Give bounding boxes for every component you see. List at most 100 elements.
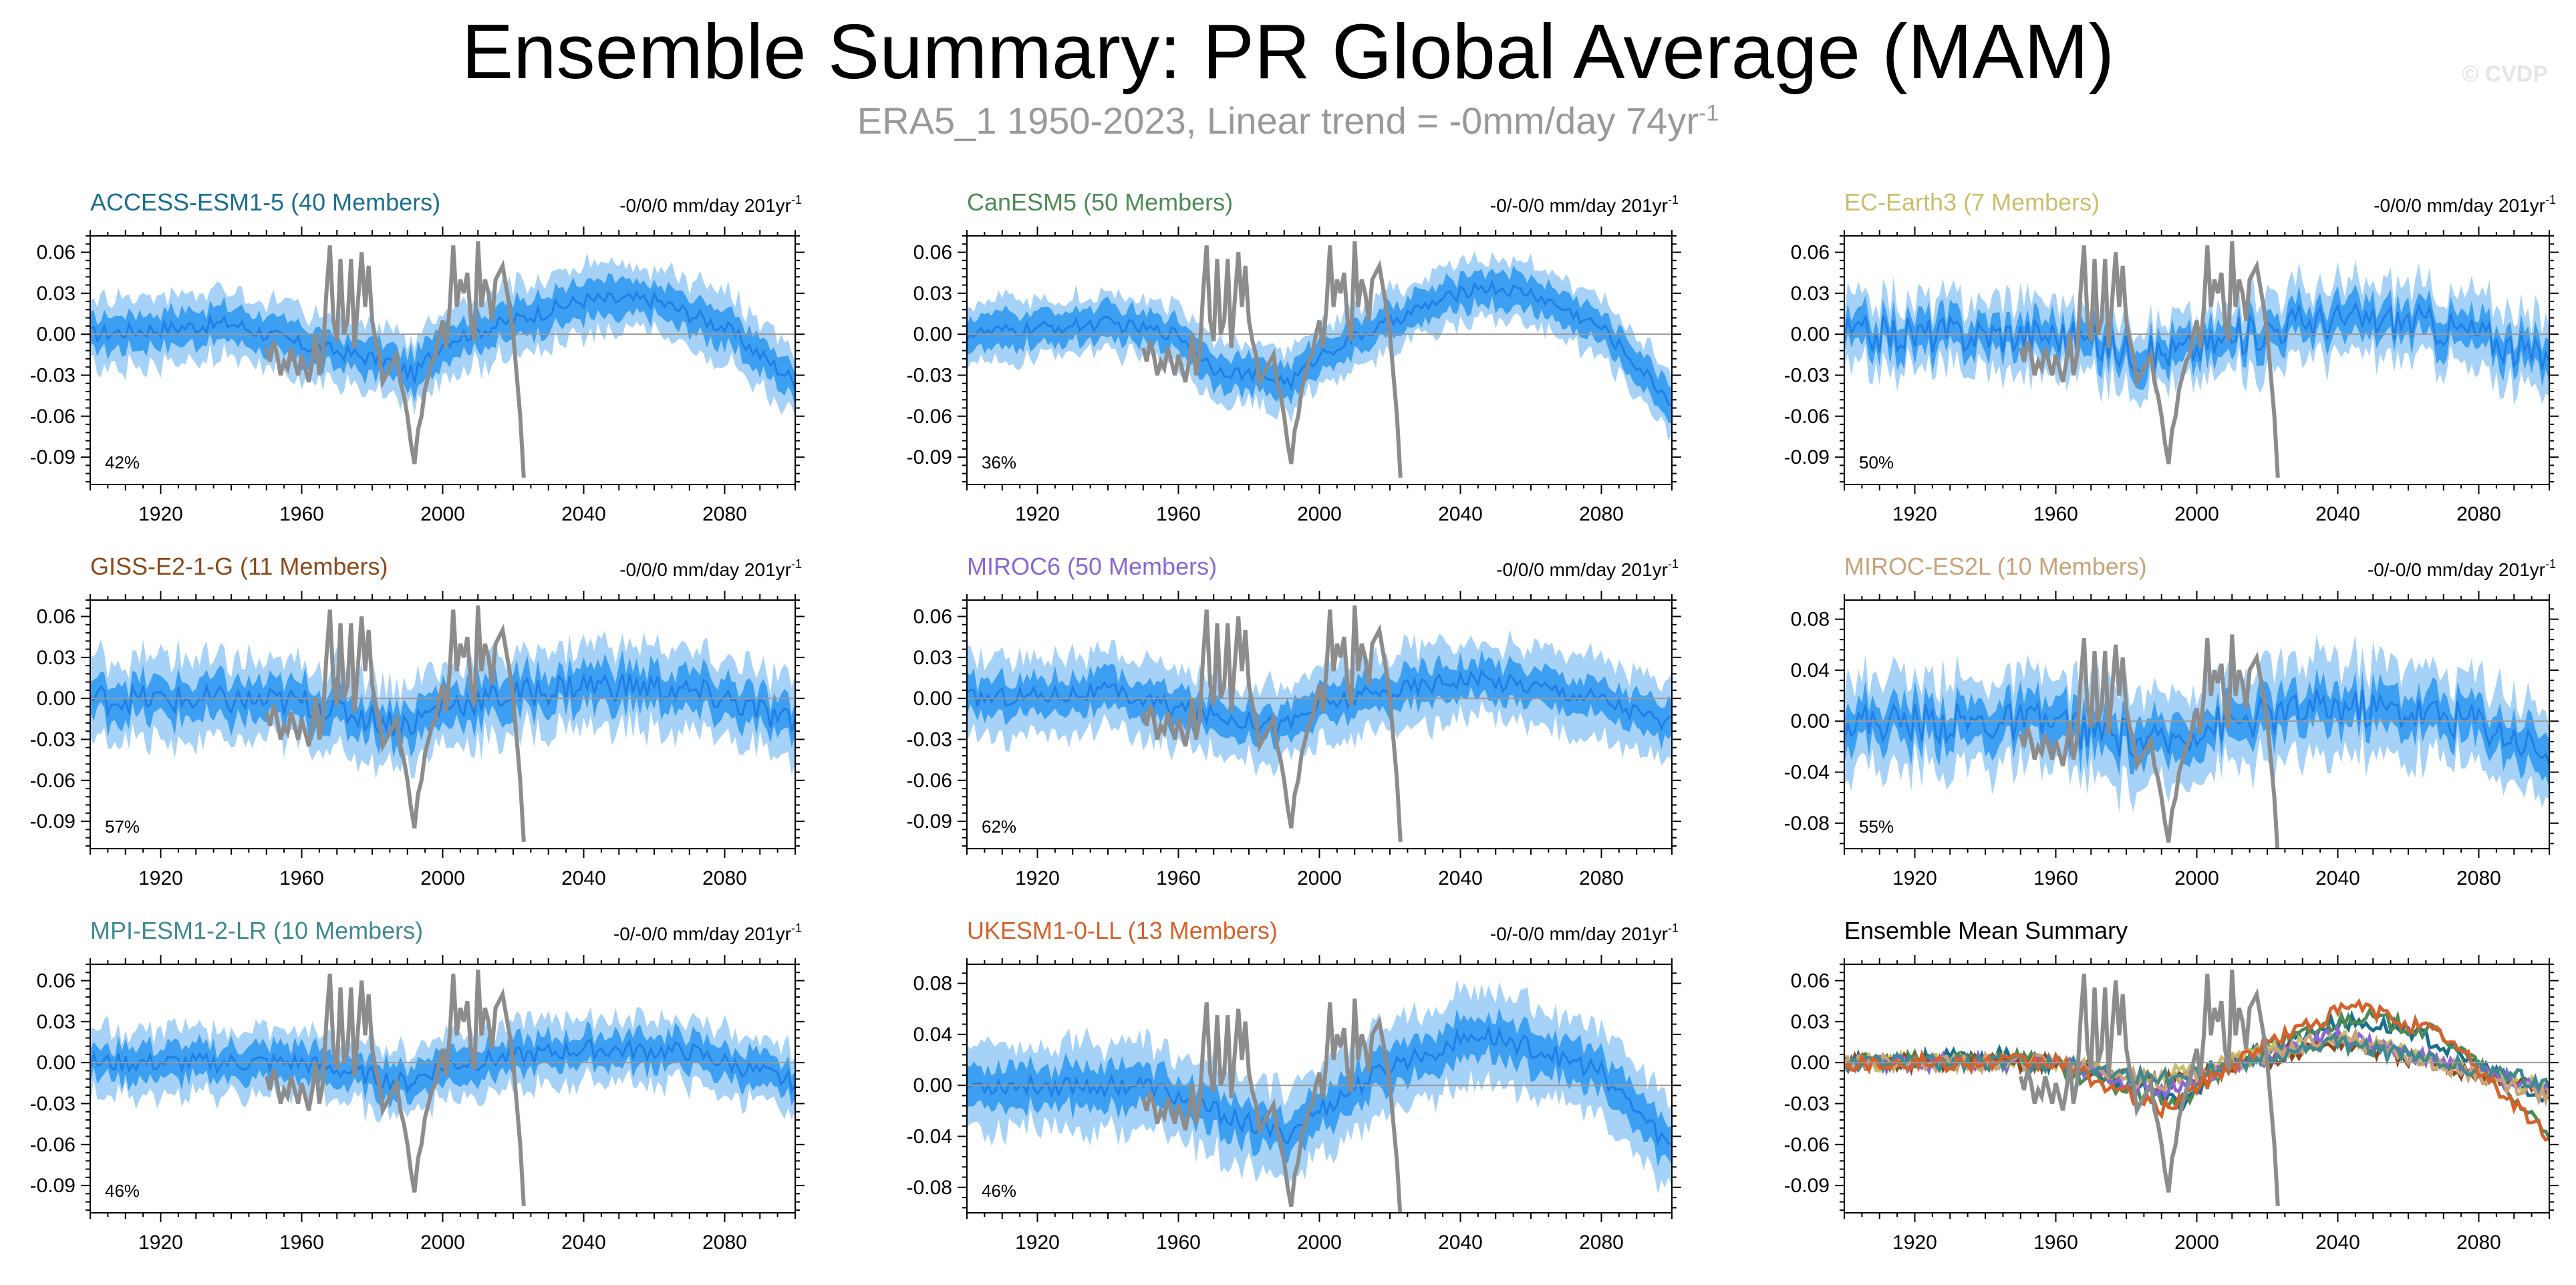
y-tick-label: 0.00 (37, 323, 76, 345)
x-tick-label: 1920 (1015, 1232, 1060, 1254)
subtitle-superscript: -1 (1698, 100, 1719, 126)
x-tick-label: 1960 (1156, 1232, 1201, 1254)
x-tick-label: 1920 (1892, 1232, 1937, 1254)
x-tick-label: 2040 (561, 867, 606, 889)
y-tick-label: 0.03 (1791, 1011, 1830, 1033)
ensemble-mean-line (90, 289, 795, 390)
y-tick-label: -0.06 (1784, 406, 1830, 428)
y-tick-label: -0.06 (30, 1134, 76, 1156)
y-tick-label: -0.09 (1784, 446, 1830, 468)
y-tick-label: 0.04 (913, 1024, 952, 1046)
panel-title: UKESM1-0-LL (13 Members) (967, 917, 1278, 944)
x-tick-label: 2080 (1579, 867, 1624, 889)
x-tick-label: 1960 (1156, 867, 1201, 889)
y-tick-label: -0.06 (1784, 1134, 1830, 1156)
panel-title: CanESM5 (50 Members) (967, 188, 1233, 216)
x-tick-label: 2000 (2174, 503, 2219, 525)
y-tick-label: 0.06 (37, 606, 76, 628)
plot-area-mirocesl (1844, 634, 2549, 849)
observed-line (1141, 605, 1403, 842)
panel-summary: 1920 1960 2000 2040 2080 0.06 0.03 0.00 -0.03 -0.… (1784, 917, 2559, 1254)
plot-area-mpi (90, 970, 795, 1206)
trend-text: -0/0/0 mm/day 201yr (1496, 559, 1668, 580)
observed-line (1141, 241, 1403, 478)
plot-area-summary (1844, 970, 2549, 1206)
y-tick-label: 0.00 (913, 688, 952, 710)
y-tick-label: 0.04 (1791, 660, 1830, 682)
percent-label: 46% (982, 1181, 1016, 1201)
x-tick-label: 1920 (138, 1232, 183, 1254)
trend-superscript: -1 (1668, 557, 1679, 571)
x-tick-label: 2040 (1438, 503, 1483, 525)
x-tick-label: 1920 (138, 867, 183, 889)
x-tick-label: 1960 (1156, 503, 1201, 525)
y-tick-label: 0.00 (1791, 323, 1830, 345)
panel-title: GISS-E2-1-G (11 Members) (90, 553, 388, 580)
observed-line (2018, 970, 2280, 1206)
panel-title: Ensemble Mean Summary (1844, 917, 2128, 944)
panel-canesm: 1920 1960 2000 2040 2080 0.06 0.03 0.00 -0.03 -0.… (907, 188, 1681, 525)
y-tick-label: -0.03 (30, 364, 76, 386)
y-tick-label: 0.00 (913, 1075, 952, 1097)
trend-text: -0/0/0 mm/day 201yr (619, 195, 791, 216)
y-tick-label: -0.06 (30, 406, 76, 428)
x-tick-label: 1920 (1015, 867, 1060, 889)
observed-line (264, 970, 526, 1206)
x-tick-label: 2080 (702, 503, 747, 525)
y-tick-label: 0.00 (913, 323, 952, 345)
y-tick-label: 0.06 (913, 606, 952, 628)
panel-miroc6: 1920 1960 2000 2040 2080 0.06 0.03 0.00 -0.03 -0.… (907, 553, 1681, 889)
ensemble-mean-line (1844, 689, 2549, 765)
y-tick-label: -0.09 (30, 811, 76, 833)
x-tick-label: 2040 (1438, 867, 1483, 889)
y-tick-label: 0.08 (1791, 609, 1830, 631)
range-band-inner (967, 265, 1672, 424)
y-tick-label: 0.06 (913, 242, 952, 264)
percent-label: 62% (982, 817, 1016, 837)
trend-text: -0/0/0 mm/day 201yr (2374, 195, 2545, 216)
x-tick-label: 1960 (2033, 867, 2078, 889)
watermark: © CVDP (2462, 61, 2548, 87)
y-tick-label: 0.06 (1791, 242, 1830, 264)
plot-frame (1844, 964, 2550, 1213)
y-tick-label: -0.08 (1784, 813, 1830, 835)
panel-ecearth: 1920 1960 2000 2040 2080 0.06 0.03 0.00 -0.03 -0.… (1784, 188, 2559, 525)
x-tick-label: 2080 (702, 1232, 747, 1254)
x-tick-label: 2000 (1297, 867, 1342, 889)
x-tick-label: 1920 (1015, 503, 1060, 525)
x-tick-label: 2040 (2315, 867, 2360, 889)
observed-line (1141, 998, 1403, 1213)
panel-title: EC-Earth3 (7 Members) (1844, 188, 2100, 216)
ensemble-mean-line (967, 1024, 1672, 1147)
panel-trend-label: -0/0/0 mm/day 201yr-1 (2374, 193, 2556, 216)
y-tick-label: 0.03 (37, 1011, 76, 1033)
subtitle-text: ERA5_1 1950-2023, Linear trend = -0mm/da… (857, 100, 1699, 142)
ensemble-mean-line (1844, 301, 2549, 373)
y-tick-label: 0.06 (37, 970, 76, 992)
range-band-inner (967, 1007, 1672, 1167)
trend-superscript: -1 (791, 193, 802, 206)
x-tick-label: 2000 (420, 867, 465, 889)
range-band-inner (90, 273, 795, 406)
x-tick-label: 2000 (2174, 1232, 2219, 1254)
panel-trend-label: -0/-0/0 mm/day 201yr-1 (1490, 193, 1679, 216)
x-tick-label: 1920 (1892, 503, 1937, 525)
y-tick-label: -0.06 (907, 770, 952, 792)
x-tick-label: 1920 (1892, 867, 1937, 889)
panel-giss: 1920 1960 2000 2040 2080 0.06 0.03 0.00 -0.03 -0.… (30, 553, 805, 889)
panel-trend-label: -0/-0/0 mm/day 201yr-1 (1490, 921, 1679, 944)
x-tick-label: 2000 (1297, 503, 1342, 525)
panel-mpi: 1920 1960 2000 2040 2080 0.06 0.03 0.00 -0.03 -0.… (30, 917, 805, 1254)
x-tick-label: 2080 (2456, 503, 2501, 525)
percent-label: 42% (105, 452, 140, 472)
trend-superscript: -1 (2545, 557, 2556, 571)
panel-trend-label: -0/-0/0 mm/day 201yr-1 (613, 921, 802, 944)
panel-ukesm: 1920 1960 2000 2040 2080 0.08 0.04 0.00 -0.04 -0.… (907, 917, 1681, 1254)
x-tick-label: 2000 (420, 503, 465, 525)
y-tick-label: 0.00 (1791, 1052, 1830, 1074)
x-tick-label: 2080 (1579, 1232, 1624, 1254)
plot-area-ukesm (967, 979, 1672, 1213)
observed-line (2018, 634, 2280, 849)
y-tick-label: 0.03 (37, 283, 76, 305)
